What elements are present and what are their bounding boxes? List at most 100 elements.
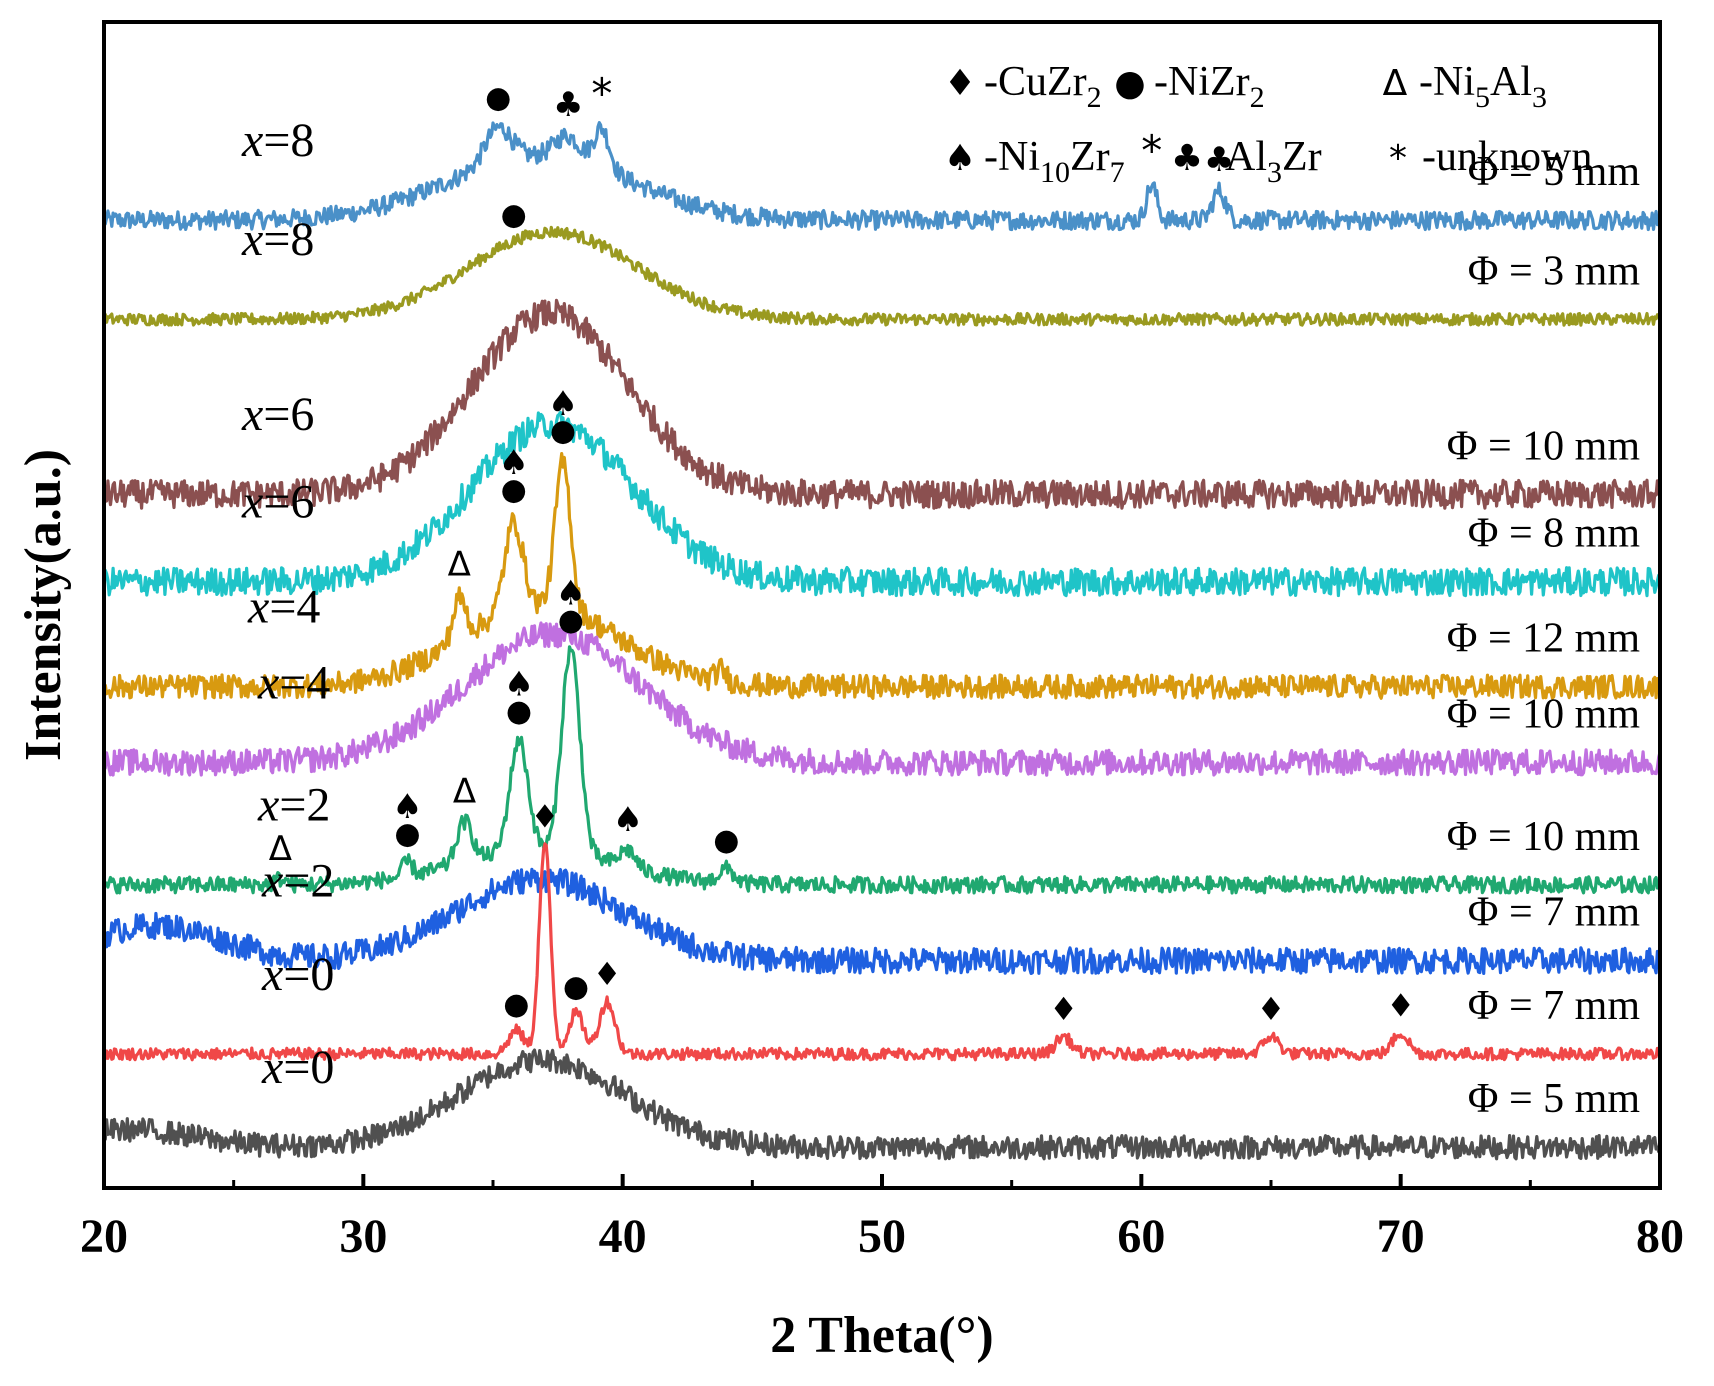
peak-marker-0-4-0: ♣ (1204, 140, 1234, 180)
legend-sub: 2 (1250, 81, 1265, 114)
series-line-4 (102, 452, 1662, 700)
series-label-8: x=0 (261, 948, 334, 1001)
peak-marker-8-5-0: ♦ (1257, 990, 1286, 1028)
legend-item-club: ♣ -Al3Zr (1171, 134, 1322, 189)
series-label-3: x=6 (241, 476, 314, 529)
legend-prefix: -Ni (984, 134, 1040, 180)
x-tick-label-60: 60 (1117, 1210, 1165, 1263)
diameter-label-8: Φ = 7 mm (1468, 983, 1641, 1029)
legend-sub2: 3 (1532, 81, 1547, 114)
peak-marker-8-1-0: ● (503, 987, 529, 1022)
series-label-value: =6 (263, 476, 314, 529)
x-tick-label-50: 50 (858, 1210, 906, 1263)
legend: ♦ -CuZr2 ● -NiZr2 Δ -Ni5Al3♠ -Ni10Zr7 ♣ -Al3Zr * -… (944, 59, 1592, 189)
peak-marker-0-1-0: ♣ (553, 85, 583, 125)
series-label-x: x (241, 213, 263, 266)
peak-marker-8-2-0: ● (563, 970, 589, 1005)
series-label-value: =0 (283, 1041, 334, 1094)
series-line-8 (102, 842, 1662, 1062)
peak-marker-6-3-0: ● (394, 816, 420, 851)
peak-marker-1-0-0: ● (501, 197, 527, 232)
legend-label: -Al3Zr (1211, 134, 1322, 189)
series-label-6: x=2 (257, 779, 330, 832)
diameter-label-4: Φ = 12 mm (1447, 616, 1641, 662)
series-label-value: =8 (263, 114, 314, 167)
legend-sub: 3 (1267, 156, 1282, 189)
series-label-7: x=2 (261, 855, 334, 908)
circle-icon: ● (1114, 63, 1145, 104)
legend-prefix: -CuZr (984, 59, 1087, 105)
peak-marker-4-1-1: ♠ (548, 384, 578, 424)
series-line-1 (102, 225, 1662, 327)
series-label-value: =2 (279, 779, 330, 832)
peak-marker-6-2-0: Δ (453, 772, 476, 812)
triangle-icon: Δ (1383, 63, 1408, 104)
legend-label: -unknown (1422, 134, 1592, 180)
peak-marker-4-0-1: ♠ (499, 443, 529, 483)
peak-marker-4-2-0: Δ (448, 545, 471, 585)
legend-prefix: -Al (1211, 134, 1267, 180)
diameter-label-7: Φ = 7 mm (1468, 890, 1641, 936)
x-axis-ticks: 20 30 40 50 60 70 80 (80, 1174, 1684, 1263)
series-label-x: x (241, 476, 263, 529)
diamond-icon: ♦ (944, 63, 976, 104)
legend-prefix: -NiZr (1154, 59, 1250, 105)
plot-frame (102, 20, 1662, 1190)
series-label-9: x=0 (261, 1041, 334, 1094)
peak-marker-0-2-0: * (591, 69, 612, 118)
legend-label: -Ni5Al3 (1419, 59, 1547, 114)
series-label-value: =2 (283, 855, 334, 908)
legend-item-circle: ● -NiZr2 (1114, 59, 1264, 114)
series-labels: x=8Φ = 5 mmx=8Φ = 3 mmx=6Φ = 10 mmx=6Φ =… (241, 114, 1640, 1122)
series-label-x: x (247, 580, 269, 633)
series-label-4: x=4 (247, 580, 320, 633)
series-line-6 (102, 645, 1662, 895)
peak-marker-6-0-0: ● (506, 694, 532, 729)
legend-prefix: -Ni (1419, 59, 1475, 105)
series-label-2: x=6 (241, 388, 314, 441)
legend-item-spade: ♠ -Ni10Zr7 (944, 134, 1125, 189)
asterisk-icon: * (1389, 138, 1407, 179)
legend-mid: Zr (1070, 134, 1110, 180)
legend-sub: 10 (1040, 156, 1070, 189)
peak-marker-6-1-1: ♠ (556, 574, 586, 614)
peak-marker-0-3-0: * (1141, 126, 1162, 175)
peak-marker-4-0-0: ● (501, 473, 527, 508)
peak-marker-6-6-0: Δ (269, 829, 292, 869)
legend-mid: Zr (1282, 134, 1322, 180)
series-label-x: x (261, 1041, 283, 1094)
series-label-value: =4 (279, 656, 330, 709)
series-group: ● ♣ ** ♣●●♠●♠Δ●♠●♠Δ●♠ ♠●Δ♦●● ♦♦ ♦ ♦ (102, 69, 1662, 1161)
legend-sub2: 7 (1110, 156, 1125, 189)
series-label-value: =0 (283, 948, 334, 1001)
peak-marker-4-1-0: ● (550, 414, 576, 449)
x-tick-label-80: 80 (1636, 1210, 1684, 1263)
spade-icon: ♠ (944, 138, 976, 179)
legend-item-diamond: ♦ -CuZr2 (944, 59, 1102, 114)
diameter-label-1: Φ = 3 mm (1468, 248, 1641, 294)
x-axis-title: 2 Theta(°) (770, 1307, 994, 1364)
legend-item-asterisk: * -unknown (1389, 134, 1592, 180)
peak-marker-6-3-1: ♠ (392, 787, 422, 827)
x-tick-label-40: 40 (599, 1210, 647, 1263)
peak-marker-6-0-1: ♠ (504, 665, 534, 705)
peak-marker-0-0-0: ● (485, 80, 511, 115)
series-label-x: x (241, 388, 263, 441)
series-label-x: x (257, 779, 279, 832)
series-label-x: x (241, 114, 263, 167)
legend-item-triangle: Δ -Ni5Al3 (1383, 59, 1547, 114)
series-label-x: x (257, 656, 279, 709)
peak-marker-6-1-0: ● (558, 603, 584, 638)
series-line-5 (102, 621, 1662, 777)
series-line-7 (102, 867, 1662, 975)
y-axis-title: Intensity(a.u.) (15, 449, 72, 761)
diameter-label-3: Φ = 8 mm (1468, 511, 1641, 557)
x-tick-label-20: 20 (80, 1210, 128, 1263)
diameter-label-6: Φ = 10 mm (1447, 814, 1641, 860)
series-line-0 (102, 121, 1662, 232)
legend-sub: 5 (1475, 81, 1490, 114)
series-label-value: =6 (263, 388, 314, 441)
x-tick-label-70: 70 (1377, 1210, 1425, 1263)
series-label-x: x (261, 948, 283, 1001)
series-line-9 (102, 1048, 1662, 1161)
